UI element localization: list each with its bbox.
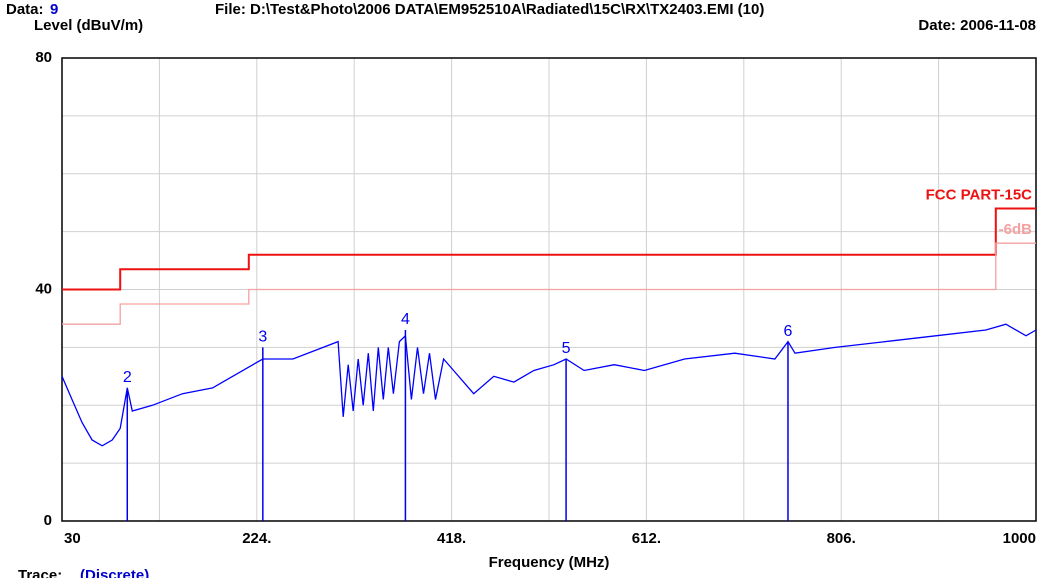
marker-label: 4 xyxy=(401,311,410,328)
x-tick-label: 224. xyxy=(242,530,271,547)
x-tick-label: 612. xyxy=(632,530,661,547)
trace-label: Trace: xyxy=(18,567,62,578)
limit-line xyxy=(62,242,1036,325)
marker-label: 3 xyxy=(258,329,267,346)
file-path: File: D:\Test&Photo\2006 DATA\EM952510A\… xyxy=(215,1,764,18)
x-tick-label: 418. xyxy=(437,530,466,547)
x-tick-label: 30 xyxy=(64,530,81,547)
marker-label: 5 xyxy=(562,340,571,357)
marker-label: 2 xyxy=(123,369,132,386)
y-tick-label: 0 xyxy=(44,512,52,529)
y-axis-label: Level (dBuV/m) xyxy=(34,17,143,34)
marker-label: 6 xyxy=(784,323,793,340)
trace-line xyxy=(61,323,1037,447)
legend-label: FCC PART-15C xyxy=(926,186,1033,203)
data-label: Data: xyxy=(6,1,44,18)
legend-label: -6dB xyxy=(999,221,1033,238)
x-axis-label: Frequency (MHz) xyxy=(489,554,610,571)
x-tick-label: 1000 xyxy=(1003,530,1036,547)
date: Date: 2006-11-08 xyxy=(918,17,1036,34)
x-tick-label: 806. xyxy=(827,530,856,547)
trace-value: (Discrete) xyxy=(80,567,149,578)
y-tick-label: 80 xyxy=(35,49,52,66)
y-tick-label: 40 xyxy=(35,280,52,297)
limit-line xyxy=(62,207,1036,291)
data-value: 9 xyxy=(50,1,58,18)
